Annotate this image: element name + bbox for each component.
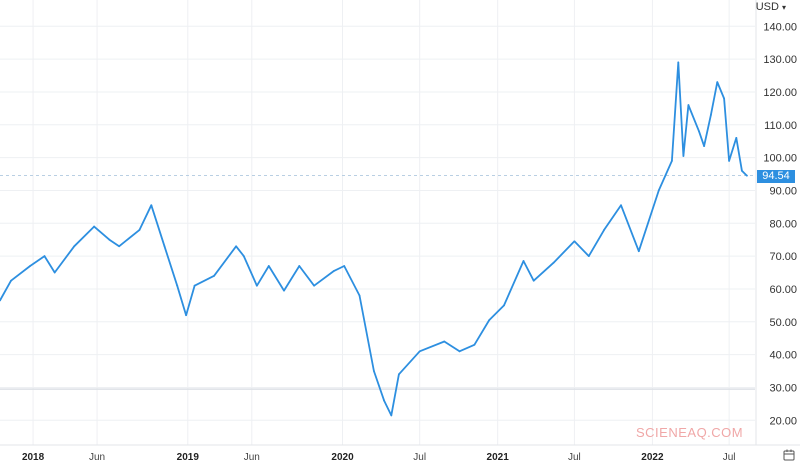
reference-lines (0, 175, 755, 390)
data-point (0, 299, 1, 302)
data-point (522, 260, 525, 262)
data-point (43, 255, 46, 258)
data-point (716, 81, 719, 83)
data-point (573, 240, 576, 243)
data-point (671, 159, 673, 162)
data-point (73, 245, 76, 248)
x-tick-label: Jul (413, 452, 426, 463)
x-tick-label: 2022 (641, 452, 664, 463)
data-point (728, 159, 731, 162)
data-point (10, 279, 12, 282)
data-point (255, 284, 258, 287)
data-point (283, 289, 285, 292)
data-point (343, 265, 346, 267)
price-line (0, 61, 748, 417)
data-point (723, 97, 725, 100)
x-tick-label: Jul (568, 452, 581, 463)
data-point (735, 137, 738, 139)
data-point (298, 265, 301, 267)
x-tick-label: 2021 (487, 452, 510, 463)
data-point (108, 238, 111, 241)
data-point (358, 294, 361, 297)
data-point (603, 228, 605, 231)
data-point (176, 284, 179, 287)
data-point (29, 265, 31, 267)
y-tick-label: 40.00 (769, 350, 797, 362)
data-point (53, 271, 56, 274)
series-layer (0, 61, 748, 417)
data-point (93, 225, 96, 228)
data-point (682, 155, 685, 157)
currency-label: USD (755, 1, 779, 13)
y-tick-label: 110.00 (764, 120, 797, 132)
data-point (687, 104, 690, 106)
data-point (657, 189, 660, 192)
data-point (620, 204, 622, 207)
data-point (118, 245, 121, 248)
data-point (637, 250, 640, 253)
data-point (746, 174, 748, 177)
y-tick-label: 50.00 (769, 317, 797, 329)
data-point (488, 319, 491, 322)
watermark: SCIENEAQ.COM (636, 425, 744, 440)
data-point (213, 274, 215, 277)
data-point (418, 350, 421, 353)
y-tick-label: 30.00 (769, 382, 797, 394)
y-tick-label: 120.00 (763, 87, 797, 99)
data-point (242, 255, 245, 258)
data-point (138, 228, 141, 231)
y-axis: 20.00 30.00 40.00 50.00 60.00 70.00 80.00 90.00… (755, 0, 797, 445)
data-point (443, 340, 446, 343)
currency-selector[interactable]: USD ▾ (756, 1, 786, 13)
data-point (185, 314, 188, 317)
chevron-down-icon: ▾ (781, 3, 786, 12)
data-point (473, 343, 476, 346)
x-tick-label: Jun (89, 452, 105, 463)
data-point (710, 114, 712, 116)
x-axis: 2018 Jun 2019 Jun 2020 Jul 2021 Jul 2022 Jul (0, 444, 800, 463)
data-point (390, 414, 393, 417)
y-tick-label: 70.00 (769, 251, 797, 263)
data-point (503, 304, 505, 307)
data-point (235, 245, 238, 248)
y-tick-label: 90.00 (769, 185, 797, 197)
current-price-badge: 94.54 (757, 169, 795, 183)
data-point (150, 204, 153, 207)
x-tick-label: Jul (723, 452, 736, 463)
y-tick-label: 130.00 (763, 54, 797, 66)
data-point (552, 261, 555, 264)
data-point (587, 255, 590, 258)
y-tick-label: 140.00 (763, 21, 797, 33)
data-point (193, 284, 196, 287)
y-tick-label: 100.00 (763, 153, 797, 165)
data-point (313, 284, 316, 287)
y-tick-label: 60.00 (769, 284, 797, 296)
data-point (163, 245, 166, 248)
x-tick-label: 2018 (22, 452, 45, 463)
y-tick-label: 20.00 (769, 415, 797, 427)
data-point (398, 373, 400, 376)
data-point (698, 130, 700, 133)
x-tick-label: Jun (244, 452, 260, 463)
y-tick-label: 80.00 (769, 218, 797, 230)
data-point (532, 279, 535, 282)
data-point (267, 265, 270, 267)
x-tick-label: 2020 (331, 452, 354, 463)
data-point (333, 269, 335, 272)
data-point (703, 145, 706, 148)
data-point (677, 61, 680, 64)
x-tick-label: 2019 (177, 452, 200, 463)
data-point (383, 399, 385, 402)
data-point (458, 350, 461, 353)
grid (0, 0, 755, 445)
data-point (372, 370, 375, 372)
calendar-icon[interactable] (783, 449, 795, 461)
data-point (740, 169, 743, 172)
